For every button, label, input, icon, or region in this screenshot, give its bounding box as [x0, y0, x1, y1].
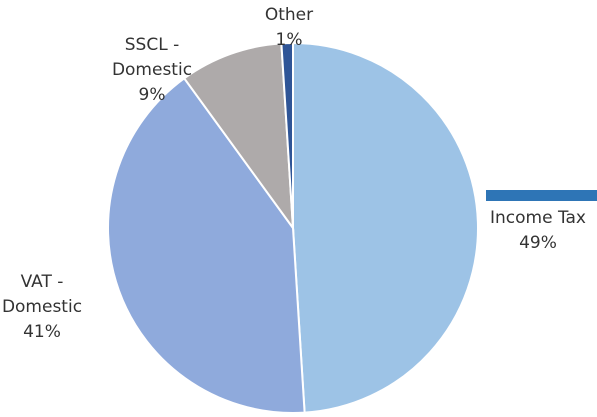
category-label: Other: [264, 5, 314, 25]
pie-slice: [280, 41, 294, 229]
slice-label: SSCL - Domestic 9%: [97, 33, 207, 108]
slice-label: Other 1%: [254, 3, 324, 53]
pie-slice: [107, 76, 306, 414]
value-label: 49%: [519, 233, 557, 253]
category-label: VAT - Domestic: [1, 272, 83, 317]
category-label: SSCL - Domestic: [111, 35, 193, 80]
value-label: 41%: [23, 322, 61, 342]
category-label: Income Tax: [489, 208, 586, 228]
slice-label: Income Tax 49%: [478, 206, 597, 256]
decor-bar: [486, 190, 597, 201]
slice-label: VAT - Domestic 41%: [0, 270, 87, 345]
value-label: 9%: [138, 85, 166, 105]
pie-slice: [292, 41, 480, 414]
pie-slice: [182, 42, 295, 232]
value-label: 1%: [275, 30, 303, 50]
